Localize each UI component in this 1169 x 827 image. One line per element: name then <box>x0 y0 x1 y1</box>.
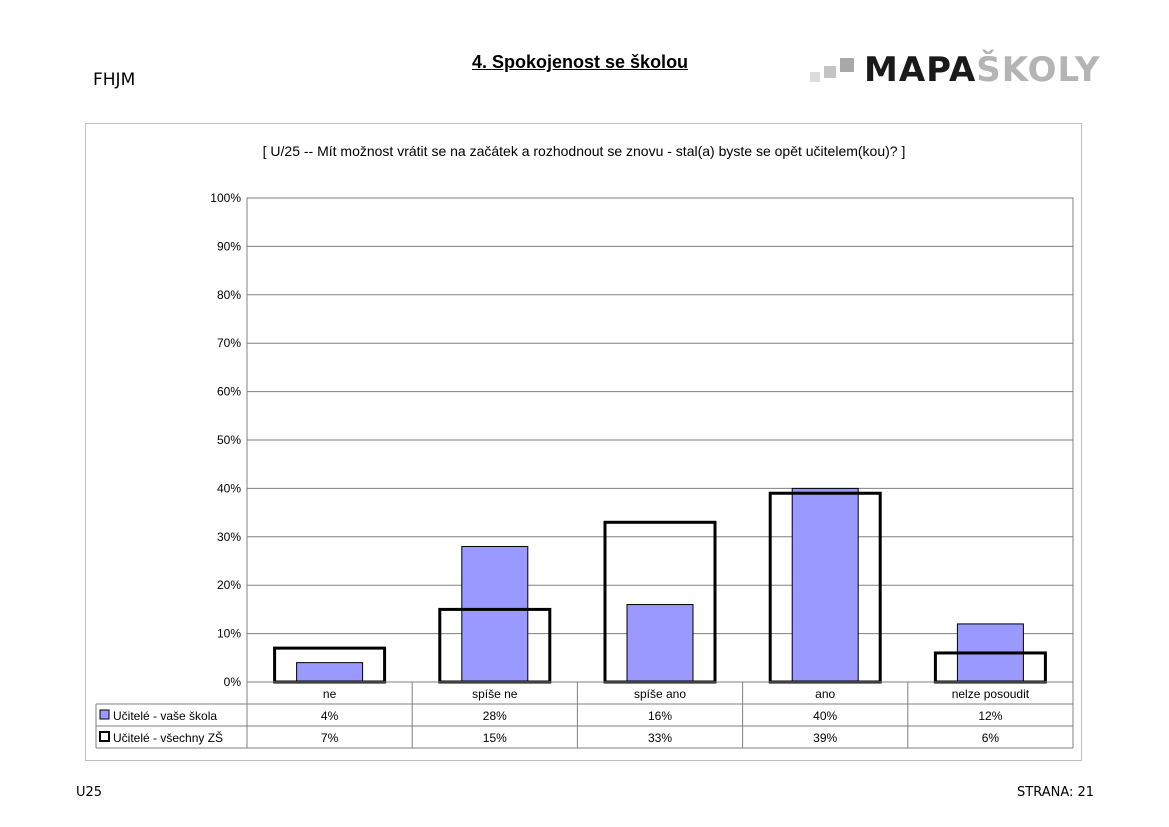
category-label: nelze posoudit <box>952 687 1030 701</box>
category-label: spíše ne <box>472 687 518 701</box>
school-code: FHJM <box>93 70 136 90</box>
mapaskoly-logo: MAPAŠKOLY <box>808 50 1099 90</box>
chart-frame: [ U/25 -- Mít možnost vrátit se na začát… <box>85 123 1082 761</box>
y-tick-label: 100% <box>210 191 241 205</box>
y-tick-label: 40% <box>217 481 241 495</box>
series2-value-label: 7% <box>321 731 339 745</box>
series1-value-label: 12% <box>978 709 1002 723</box>
bar-chart: [ U/25 -- Mít možnost vrátit se na začát… <box>95 143 1074 749</box>
logo-text-light: ŠKOLY <box>976 50 1101 90</box>
category-label: ano <box>815 687 835 701</box>
y-tick-label: 70% <box>217 336 241 350</box>
series1-value-label: 28% <box>483 709 507 723</box>
y-tick-label: 0% <box>224 675 242 689</box>
series2-value-label: 6% <box>982 731 1000 745</box>
bar-series1 <box>296 662 364 683</box>
series2-value-label: 15% <box>483 731 507 745</box>
logo-square-3 <box>840 58 854 72</box>
category-label: ne <box>323 687 337 701</box>
footer-code: U25 <box>76 785 103 800</box>
y-tick-label: 90% <box>217 239 241 253</box>
logo-text-dark: MAPA <box>864 50 977 90</box>
y-tick-label: 20% <box>217 578 241 592</box>
logo-text: MAPAŠKOLY <box>864 51 1100 89</box>
legend-key-series1 <box>99 709 110 720</box>
series1-value-label: 16% <box>648 709 672 723</box>
series1-value-label: 40% <box>813 709 837 723</box>
bar-series1 <box>791 487 859 683</box>
legend-label-series1: Učitelé - vaše škola <box>113 709 217 723</box>
footer-page-number: STRANA: 21 <box>1017 785 1095 800</box>
y-tick-label: 60% <box>217 385 241 399</box>
logo-square-2 <box>824 66 836 78</box>
y-tick-label: 30% <box>217 530 241 544</box>
logo-square-1 <box>810 72 820 82</box>
page-title: 4. Spokojenost se školou <box>472 52 689 72</box>
series2-value-label: 39% <box>813 731 837 745</box>
y-tick-label: 50% <box>217 433 241 447</box>
chart-title: [ U/25 -- Mít možnost vrátit se na začát… <box>263 143 906 159</box>
bar-series1 <box>461 545 529 683</box>
legend-label-series2: Učitelé - všechny ZŠ <box>113 730 223 745</box>
y-tick-label: 80% <box>217 288 241 302</box>
category-label: spíše ano <box>634 687 686 701</box>
legend-key-series2 <box>99 731 110 742</box>
y-tick-label: 10% <box>217 627 241 641</box>
series2-value-label: 33% <box>648 731 672 745</box>
bar-series1 <box>626 604 694 683</box>
series1-value-label: 4% <box>321 709 339 723</box>
